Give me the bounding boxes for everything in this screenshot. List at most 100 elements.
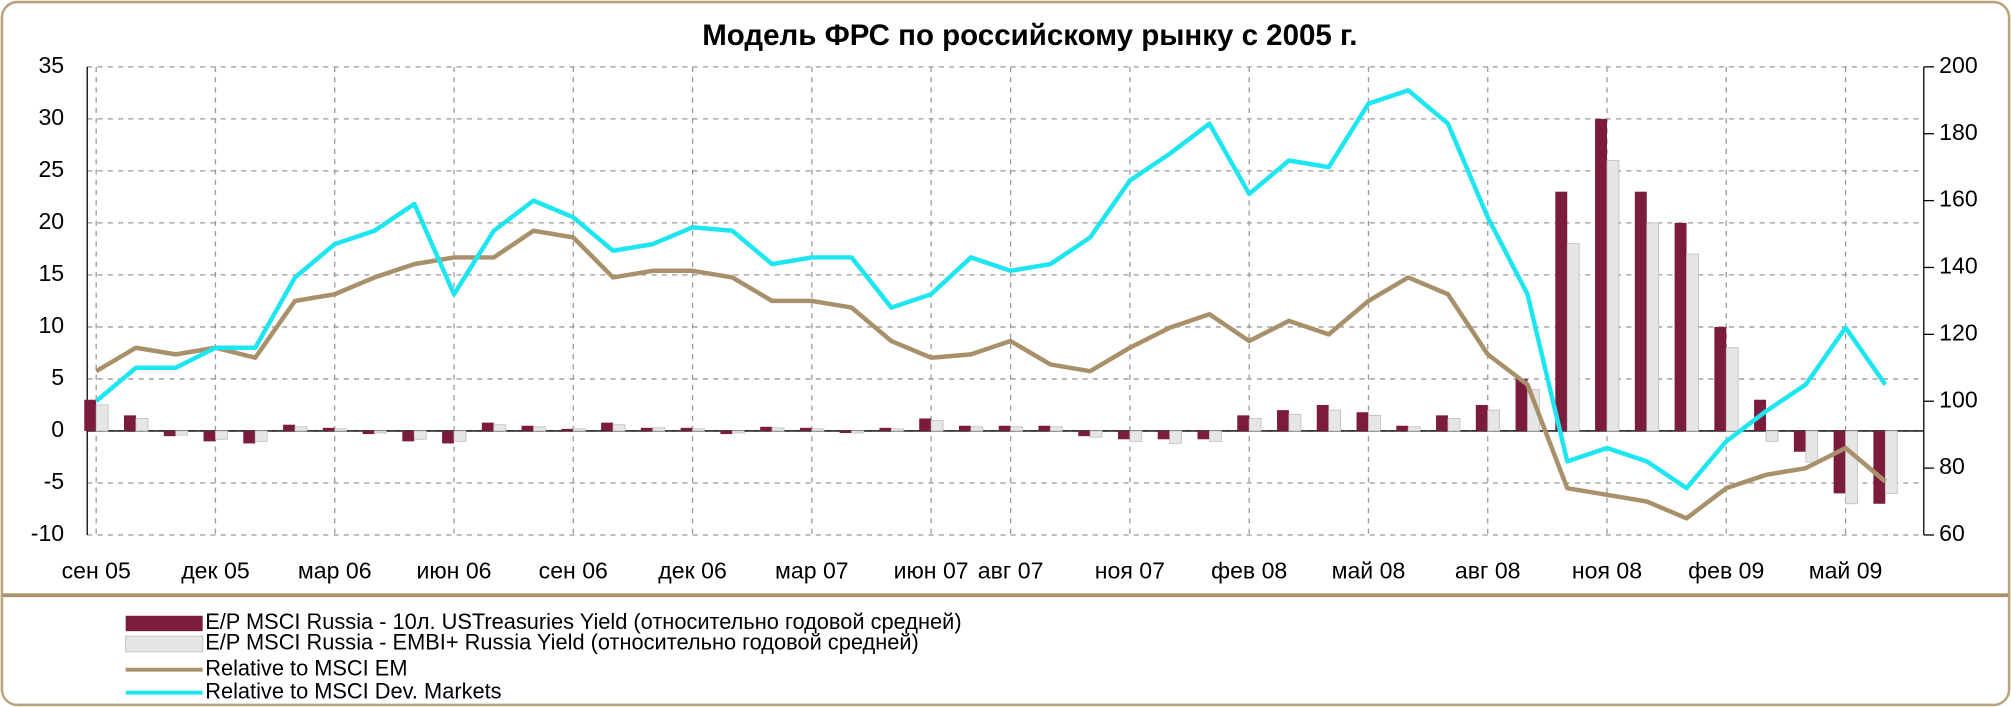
bar	[1793, 430, 1806, 452]
bar	[1566, 243, 1580, 432]
bar	[572, 428, 586, 432]
x-tick-label: май 08	[1332, 557, 1406, 583]
bar	[124, 415, 136, 431]
y-tick-label: 15	[38, 260, 64, 286]
bar	[1209, 430, 1222, 442]
bar	[243, 430, 256, 444]
bar	[402, 430, 415, 442]
bar	[1237, 415, 1250, 431]
x-tick-label: ноя 07	[1095, 557, 1165, 583]
bar	[374, 430, 387, 434]
y-tick-label: 0	[51, 416, 64, 442]
x-tick-label: фев 09	[1688, 557, 1764, 583]
bar	[1833, 430, 1846, 494]
bar	[998, 425, 1011, 431]
bar	[493, 424, 507, 432]
bar	[533, 426, 546, 432]
legend-label: E/P MSCI Russia - 10л. USTreasuries Yiel…	[205, 609, 961, 634]
bar	[839, 430, 852, 434]
bar	[1089, 430, 1103, 438]
y-tick-label: 35	[38, 52, 64, 78]
y2-tick-label: 80	[1939, 453, 1965, 479]
bar	[930, 420, 944, 432]
y-tick-label: -10	[31, 520, 64, 546]
legend-swatch	[125, 615, 203, 632]
bar	[1010, 426, 1023, 432]
y2-tick-label: 100	[1939, 386, 1978, 412]
bar	[203, 430, 216, 442]
bar	[601, 422, 614, 431]
bar	[731, 430, 745, 434]
bar	[640, 427, 653, 431]
bar	[283, 424, 295, 431]
y2-tick-label: 180	[1939, 119, 1978, 145]
bar	[879, 427, 892, 431]
bar	[561, 428, 574, 431]
bar	[1117, 430, 1130, 440]
x-tick-label: май 09	[1809, 557, 1883, 583]
bar	[970, 426, 984, 432]
legend-label: E/P MSCI Russia - EMBI+ Russia Yield (от…	[205, 630, 919, 655]
bar	[1447, 418, 1461, 432]
bar	[1328, 409, 1342, 432]
bar	[135, 418, 149, 432]
bar	[334, 428, 348, 432]
x-tick-label: авг 08	[1455, 557, 1521, 583]
y-tick-label: 5	[51, 364, 64, 390]
bar	[1884, 430, 1898, 494]
y-tick-label: 25	[38, 156, 64, 182]
bar	[1169, 430, 1182, 444]
bar	[1606, 160, 1620, 432]
bar	[1050, 426, 1063, 432]
bar	[1396, 425, 1409, 431]
bar	[692, 428, 705, 432]
bar	[175, 430, 189, 436]
x-tick-label: июн 06	[416, 557, 491, 583]
bar	[1555, 191, 1568, 431]
bar	[95, 404, 109, 432]
bar	[1686, 253, 1699, 432]
bar	[919, 418, 932, 431]
bar	[1407, 426, 1421, 432]
x-tick-label: мар 06	[298, 557, 372, 583]
bar	[811, 428, 825, 432]
y-tick-label: 10	[38, 312, 64, 338]
bar	[720, 430, 733, 435]
bar	[1129, 430, 1143, 442]
chart-title: Модель ФРС по российскому рынку с 2005 г…	[702, 19, 1357, 52]
y2-tick-label: 140	[1939, 253, 1978, 279]
bar	[163, 430, 176, 437]
bar	[1368, 414, 1381, 432]
line	[95, 228, 1887, 521]
bar	[1646, 222, 1660, 432]
y-tick-label: -5	[44, 468, 65, 494]
x-tick-label: сен 06	[539, 557, 608, 583]
bar	[1277, 410, 1289, 431]
bar	[1634, 191, 1647, 431]
bar	[521, 425, 534, 431]
bar	[481, 422, 494, 431]
x-tick-label: июн 07	[894, 557, 969, 583]
bar	[851, 430, 864, 434]
bar	[442, 430, 455, 444]
bar	[1436, 415, 1448, 431]
legend-label: Relative to MSCI EM	[205, 655, 407, 680]
x-tick-label: дек 05	[181, 557, 249, 583]
bar	[1038, 425, 1051, 431]
bar	[1515, 378, 1528, 431]
bar	[799, 427, 812, 431]
x-tick-label: авг 07	[978, 557, 1044, 583]
line	[94, 88, 1888, 491]
y2-tick-label: 60	[1939, 520, 1965, 546]
y2-tick-label: 200	[1939, 52, 1978, 78]
bar	[1157, 430, 1170, 440]
bar	[612, 424, 626, 432]
bar	[1845, 430, 1858, 505]
x-tick-label: сен 05	[62, 557, 131, 583]
bar	[1197, 430, 1210, 440]
bar	[84, 399, 97, 431]
bar	[1873, 430, 1886, 504]
x-tick-label: мар 07	[775, 557, 849, 583]
bar	[1078, 430, 1091, 437]
x-tick-label: фев 08	[1211, 557, 1287, 583]
